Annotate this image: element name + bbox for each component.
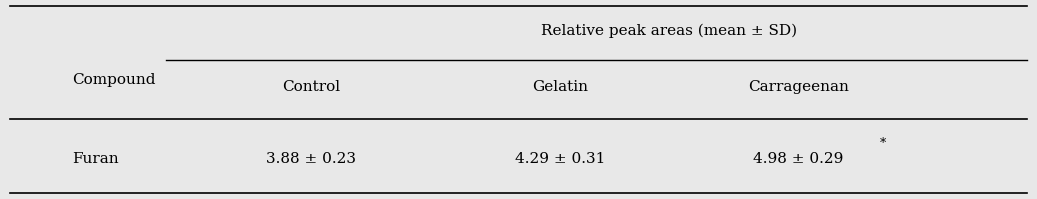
- Text: Compound: Compound: [73, 73, 157, 87]
- Text: Control: Control: [282, 80, 340, 94]
- Text: Relative peak areas (mean ± SD): Relative peak areas (mean ± SD): [541, 24, 796, 38]
- Text: 4.29 ± 0.31: 4.29 ± 0.31: [514, 152, 606, 166]
- Text: 4.98 ± 0.29: 4.98 ± 0.29: [753, 152, 844, 166]
- Text: Furan: Furan: [73, 152, 119, 166]
- Text: Gelatin: Gelatin: [532, 80, 588, 94]
- Text: *: *: [879, 137, 886, 150]
- Text: Carrageenan: Carrageenan: [748, 80, 849, 94]
- Text: 3.88 ± 0.23: 3.88 ± 0.23: [267, 152, 356, 166]
